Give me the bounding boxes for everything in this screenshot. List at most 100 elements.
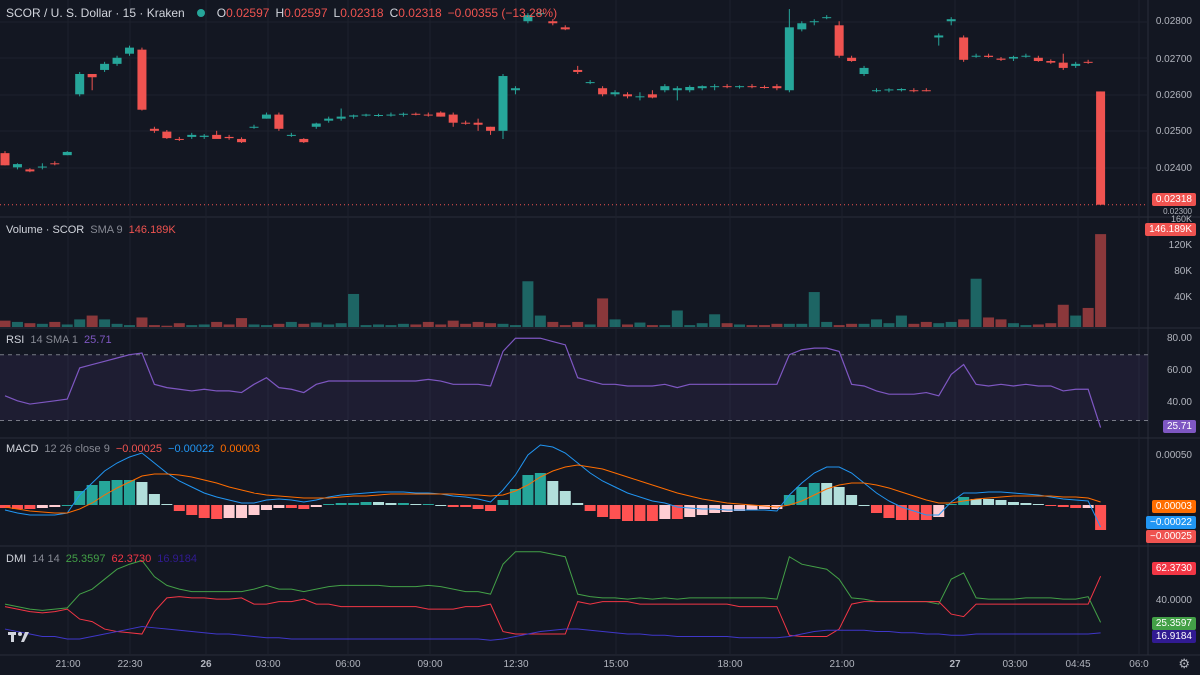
gear-icon[interactable]: ⚙ xyxy=(1178,656,1190,671)
volume-bar xyxy=(24,323,36,327)
volume-bar xyxy=(559,325,571,327)
volume-bar xyxy=(497,323,509,327)
volume-legend[interactable]: Volume · SCOR SMA 9 146.189K xyxy=(6,224,176,236)
macd-histogram-bar xyxy=(659,505,671,519)
macd-histogram-bar xyxy=(572,503,584,505)
candle-body xyxy=(510,88,520,91)
candle-body xyxy=(1071,63,1081,66)
volume-bar xyxy=(995,319,1007,327)
macd-histogram-bar xyxy=(1057,505,1069,507)
volume-bar xyxy=(335,323,347,327)
candle-body xyxy=(859,67,869,74)
candle-body xyxy=(237,138,247,143)
candle-body xyxy=(50,163,60,165)
macd-histogram-bar xyxy=(485,505,497,511)
volume-bar xyxy=(858,323,870,327)
macd-histogram-bar xyxy=(422,504,434,505)
volume-bar xyxy=(11,321,23,327)
dmi-title: DMI xyxy=(6,553,27,565)
dmi-plus-tag: 25.3597 xyxy=(1151,617,1196,630)
volume-bar xyxy=(248,324,260,327)
candle-body xyxy=(585,82,595,84)
volume-bar xyxy=(397,323,409,327)
candle-body xyxy=(212,134,222,139)
volume-bar xyxy=(871,319,882,327)
candle-body xyxy=(0,153,10,166)
macd-histogram-bar xyxy=(1070,505,1082,508)
macd-histogram-bar xyxy=(397,503,409,505)
volume-bar xyxy=(260,325,272,327)
macd-histogram-bar xyxy=(11,505,23,509)
volume-bar xyxy=(0,320,11,327)
rsi-line xyxy=(4,337,1102,428)
candle-body xyxy=(112,57,122,64)
macd-legend[interactable]: MACD 12 26 close 9 −0.00025 −0.00022 0.0… xyxy=(6,443,260,455)
macd-params: 12 26 close 9 xyxy=(44,443,110,455)
macd-histogram-bar xyxy=(597,505,609,517)
symbol-title[interactable]: SCOR / U. S. Dollar · 15 · Kraken xyxy=(6,6,185,20)
volume-bar xyxy=(547,321,559,327)
macd-histogram-bar xyxy=(223,505,235,518)
macd-histogram-bar xyxy=(260,505,272,510)
candle-body xyxy=(959,37,969,60)
macd-signal-line xyxy=(4,464,1101,514)
volume-bar xyxy=(348,293,360,327)
macd-histogram-bar xyxy=(758,505,770,509)
macd-histogram-bar xyxy=(684,505,696,517)
volume-tag: 146.189K xyxy=(1145,223,1196,236)
candle-body xyxy=(672,88,682,91)
candle-body xyxy=(921,90,931,92)
macd-histogram-bar xyxy=(559,491,571,505)
macd-histogram-bar xyxy=(497,500,509,505)
macd-histogram-bar xyxy=(24,505,36,509)
candle-body xyxy=(847,57,857,62)
candle-body xyxy=(759,86,769,88)
volume-bar xyxy=(460,323,472,327)
volume-bar xyxy=(124,325,135,327)
rsi-params: 14 SMA 1 xyxy=(30,334,79,346)
macd-histogram-bar xyxy=(173,505,185,511)
price-tick: 0.02600 xyxy=(1155,90,1192,101)
dmi-value-adx: 16.9184 xyxy=(157,553,197,565)
dmi-params: 14 14 xyxy=(32,553,60,565)
macd-histogram-bar xyxy=(783,495,795,505)
candle-body xyxy=(560,27,570,30)
macd-histogram-bar xyxy=(74,491,86,505)
dmi-legend[interactable]: DMI 14 14 25.3597 62.3730 16.9184 xyxy=(6,553,197,565)
candle-body xyxy=(872,90,881,92)
candle-body xyxy=(187,134,197,137)
ohlc-low-label: L xyxy=(333,6,341,20)
volume-bar xyxy=(796,323,808,327)
volume-bar xyxy=(783,323,795,327)
time-tick: 21:00 xyxy=(55,659,81,670)
candle-body xyxy=(996,58,1006,60)
price-tick: 0.02700 xyxy=(1155,54,1192,65)
macd-histogram-bar xyxy=(0,505,11,508)
candle-body xyxy=(523,15,533,22)
volume-bar xyxy=(1007,323,1019,327)
candle-body xyxy=(498,76,508,131)
macd-histogram-bar xyxy=(734,505,746,511)
candle-body xyxy=(100,63,110,70)
ohlc-low: 0.02318 xyxy=(340,6,384,20)
macd-histogram-bar xyxy=(472,505,484,509)
candle-body xyxy=(909,90,919,92)
last-price-tag: 0.02318 xyxy=(1151,193,1196,206)
volume-bar xyxy=(1070,315,1082,327)
volume-bar xyxy=(74,319,86,327)
candle-body xyxy=(1008,56,1018,59)
volume-bar xyxy=(49,321,61,327)
volume-tick: 40K xyxy=(1174,292,1192,303)
rsi-legend[interactable]: RSI 14 SMA 1 25.71 xyxy=(6,334,112,346)
volume-bar xyxy=(758,325,770,327)
candle-body xyxy=(62,151,72,156)
macd-histogram-bar xyxy=(298,505,310,509)
candle-body xyxy=(697,86,707,89)
volume-bar xyxy=(734,324,746,327)
macd-histogram-bar xyxy=(846,495,858,505)
tradingview-logo-icon[interactable] xyxy=(8,630,30,644)
volume-tick: 80K xyxy=(1174,266,1192,277)
macd-histogram-bar xyxy=(211,505,223,519)
time-tick: 04:45 xyxy=(1065,659,1091,670)
